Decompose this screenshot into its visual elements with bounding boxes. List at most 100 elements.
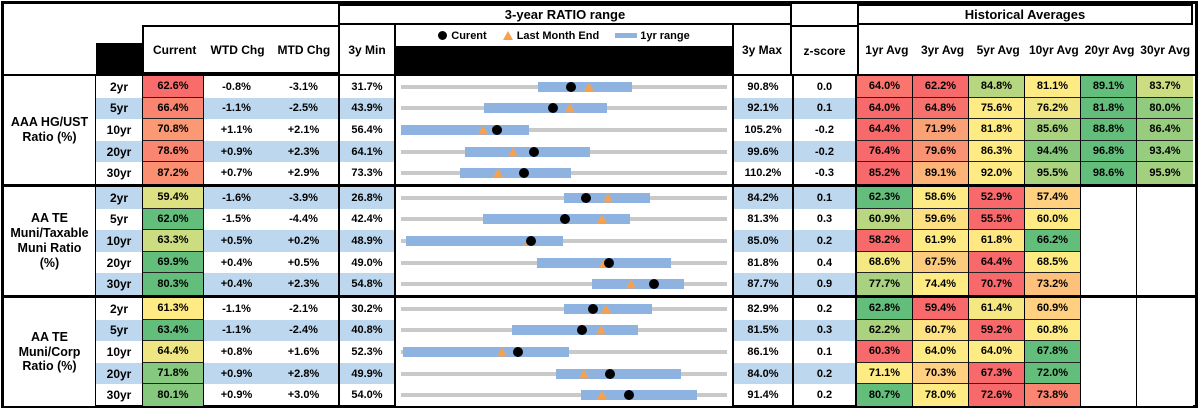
current-cell: 71.8% xyxy=(142,362,204,385)
group-label: AA TE Muni/Taxable Muni Ratio (%) xyxy=(4,186,96,295)
avg-cell: 85.2% xyxy=(857,162,913,184)
range-max-cell: 84.0% xyxy=(734,362,792,385)
last-month-triangle-icon xyxy=(493,168,504,178)
header-spacer-group-label xyxy=(4,25,96,74)
col-header-3y-max: 3y Max xyxy=(734,25,792,74)
avg-cell xyxy=(1137,384,1193,406)
range-track xyxy=(401,393,727,398)
one-year-range-bar xyxy=(555,368,682,379)
avg-cell: 73.2% xyxy=(1025,273,1081,295)
wtd-chg-cell: +0.9% xyxy=(204,140,269,163)
section-title-row: 3-year RATIO range Historical Averages xyxy=(4,4,1195,25)
current-dot-icon xyxy=(548,103,559,114)
avg-cell: 86.3% xyxy=(969,140,1025,163)
wtd-chg-cell: -0.8% xyxy=(222,80,251,93)
avg-cell: 58.2% xyxy=(857,230,913,252)
current-dot-icon xyxy=(492,124,503,135)
avg-cell xyxy=(1081,297,1137,320)
avg-cell: 73.8% xyxy=(1025,384,1081,406)
z-score-cell: 0.0 xyxy=(792,76,857,98)
one-year-range-bar xyxy=(405,235,563,246)
range-max-cell: 81.5% xyxy=(734,319,792,342)
last-month-triangle-icon xyxy=(596,325,607,335)
avg-cell: 75.6% xyxy=(969,97,1025,120)
change-columns-header-box: Current WTD Chg MTD Chg xyxy=(142,25,338,74)
ratio-group: AA TE Muni/Taxable Muni Ratio (%) 2yr 59.4% -1… xyxy=(4,183,1195,295)
avg-cell: 67.5% xyxy=(913,251,969,274)
wtd-chg-cell: +0.9% xyxy=(220,389,253,402)
table-row: 5yr 62.0% -1.5% -4.4% 42.4% 81.3% 0.3 60.9% 59.6… xyxy=(96,208,1195,231)
range-track xyxy=(401,238,727,243)
ratio-range-title: 3-year RATIO range xyxy=(338,4,792,25)
avg-cell: 95.9% xyxy=(1137,162,1193,184)
table-row: 10yr 64.4% +0.8% +1.6% 52.3% 86.1% 0.1 60.3% 64.… xyxy=(96,341,1195,363)
table-row: 2yr 59.4% -1.6% -3.9% 26.8% 84.2% 0.1 62.3% 58.6… xyxy=(96,186,1195,209)
avg-cell: 59.6% xyxy=(913,208,969,231)
last-month-triangle-icon xyxy=(597,214,608,224)
last-month-triangle-icon xyxy=(603,193,614,203)
one-year-range-bar xyxy=(465,146,591,157)
range-min-cell: 54.0% xyxy=(338,384,394,406)
current-cell: 63.3% xyxy=(142,230,204,252)
avg-cell: 66.2% xyxy=(1025,230,1081,252)
avg-cell xyxy=(1137,297,1193,320)
current-dot-icon xyxy=(623,390,634,401)
tenor-label: 2yr xyxy=(109,79,129,94)
current-dot-icon xyxy=(566,81,577,92)
avg-cell xyxy=(1137,230,1193,252)
col-header-5yr-avg: 5yr Avg xyxy=(976,42,1020,57)
avg-cell: 81.8% xyxy=(1081,97,1137,120)
tenor-label: 20yr xyxy=(96,140,142,163)
last-month-triangle-icon xyxy=(565,103,576,113)
avg-cell xyxy=(1081,273,1137,295)
current-cell: 64.4% xyxy=(142,341,204,363)
range-min-cell: 54.8% xyxy=(338,273,394,295)
current-cell: 62.6% xyxy=(142,76,204,98)
range-chart-cell xyxy=(394,362,734,385)
table-row: 2yr 62.6% -0.8% -3.1% 31.7% 90.8% 0.0 64.0% 62.2… xyxy=(96,76,1195,98)
avg-cell: 61.8% xyxy=(969,230,1025,252)
range-plot xyxy=(401,76,727,98)
avg-cell xyxy=(1081,251,1137,274)
avg-cell: 64.0% xyxy=(969,341,1025,363)
mtd-chg-cell: +3.0% xyxy=(287,389,320,402)
range-max-cell: 92.1% xyxy=(734,97,792,120)
avg-cell: 64.4% xyxy=(857,119,913,141)
table-row: 30yr 80.3% +0.4% +2.3% 54.8% 87.7% 0.9 77.7% 74.… xyxy=(96,273,1195,295)
mtd-chg-cell: +1.6% xyxy=(287,345,320,358)
range-chart-cell xyxy=(394,384,734,406)
wtd-chg-cell: +0.9% xyxy=(204,362,269,385)
current-dot-icon xyxy=(560,214,571,225)
last-month-triangle-icon xyxy=(601,304,612,314)
one-year-range-bar xyxy=(460,168,571,179)
col-header-1yr-avg: 1yr Avg xyxy=(865,42,909,57)
mtd-chg-cell: -2.5% xyxy=(269,97,338,120)
range-plot xyxy=(401,320,727,342)
z-score-cell: 0.9 xyxy=(792,273,857,295)
tenor-label: 5yr xyxy=(109,212,129,227)
range-min-cell: 31.7% xyxy=(338,76,394,98)
current-dot-icon xyxy=(581,192,592,203)
range-bar-icon xyxy=(615,33,638,38)
current-dot-icon xyxy=(648,279,659,290)
legend-item-last-month: Last Month End xyxy=(502,30,599,42)
group-label: AA TE Muni/Corp Ratio (%) xyxy=(4,297,96,406)
avg-cell xyxy=(1081,384,1137,406)
avg-cell: 93.4% xyxy=(1137,140,1193,163)
wtd-chg-cell: +0.7% xyxy=(220,167,253,180)
range-chart-cell xyxy=(394,76,734,98)
avg-cell: 79.6% xyxy=(913,140,969,163)
avg-cell: 81.1% xyxy=(1025,76,1081,98)
avg-cell: 58.6% xyxy=(913,186,969,209)
col-header-3y-min: 3y Min xyxy=(338,25,394,74)
range-max-cell: 81.3% xyxy=(747,213,779,226)
current-cell: 63.4% xyxy=(142,319,204,342)
avg-cell: 61.4% xyxy=(969,297,1025,320)
mtd-chg-cell: +2.3% xyxy=(269,273,338,295)
wtd-chg-cell: -1.1% xyxy=(204,319,269,342)
avg-cell: 72.0% xyxy=(1025,362,1081,385)
range-chart-cell xyxy=(394,297,734,320)
ratio-group: AA TE Muni/Corp Ratio (%) 2yr 61.3% -1.1% -2.1… xyxy=(4,294,1195,406)
mtd-chg-cell: +0.5% xyxy=(287,256,320,269)
wtd-chg-cell: +0.4% xyxy=(220,256,253,269)
